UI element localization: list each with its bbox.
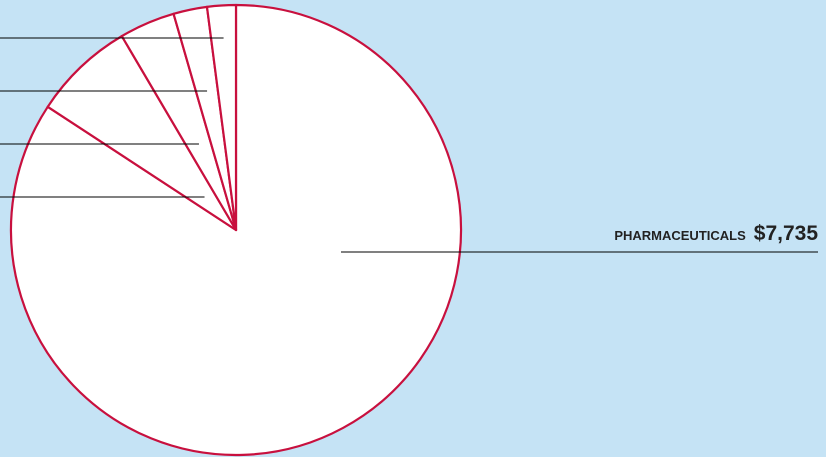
- pie: [9, 3, 463, 457]
- slice: [205, 3, 238, 232]
- slice: [46, 35, 238, 232]
- leader-lines: [0, 37, 818, 253]
- slice-label: PHARMACEUTICALS $7,735: [614, 222, 818, 245]
- category-label: PHARMACEUTICALS: [614, 228, 746, 243]
- value-label: $7,735: [754, 222, 819, 245]
